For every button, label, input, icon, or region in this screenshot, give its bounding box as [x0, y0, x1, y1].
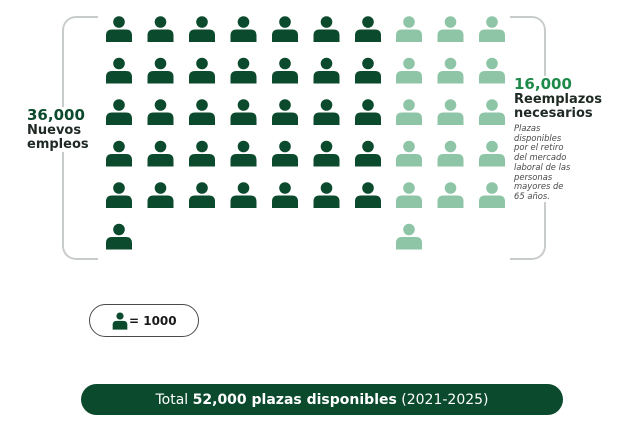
note-line: por el retiro [514, 142, 564, 153]
note-line: laboral de las [514, 161, 571, 172]
person-icon [437, 140, 464, 167]
person-icon [189, 182, 215, 208]
note-line: Plazas [514, 122, 541, 133]
person-icon [313, 99, 340, 125]
total-emphasis: 52,000 plazas disponibles [192, 391, 397, 408]
person-icon [396, 57, 422, 84]
person-icon [437, 99, 464, 125]
person-icon [396, 16, 422, 42]
person-icon [437, 57, 464, 84]
person-icon [355, 140, 381, 167]
person-icon [396, 140, 422, 167]
legend-text: = 1000 [129, 314, 177, 328]
person-icon [106, 140, 132, 167]
person-icon [355, 16, 381, 42]
person-icon [272, 99, 298, 125]
pictogram-chart [106, 16, 505, 250]
person-icon [189, 16, 215, 42]
person-icon [230, 16, 257, 42]
person-icon [479, 57, 505, 84]
replacements-note: Plazas disponibles por el retiro del mer… [514, 122, 580, 202]
person-icon [230, 57, 257, 84]
person-icon [147, 182, 174, 208]
person-icon [189, 57, 215, 84]
person-icon [106, 182, 132, 208]
note-line: disponibles [514, 132, 562, 143]
person-icon [147, 16, 174, 42]
person-icon [396, 99, 422, 125]
note-line: mayores de [514, 181, 564, 192]
person-icon [313, 57, 340, 84]
legend: = 1000 [89, 304, 199, 337]
person-icon [272, 57, 298, 84]
person-icon [230, 99, 257, 125]
new-jobs-line1: Nuevos [27, 122, 82, 138]
note-line: personas [514, 171, 553, 182]
replacements-line2: necesarios [514, 106, 593, 122]
total-banner: Total 52,000 plazas disponibles (2021-20… [81, 384, 563, 415]
new-jobs-label: 36,000 Nuevos empleos [27, 106, 93, 153]
person-icon [396, 223, 422, 250]
person-icon [355, 57, 381, 84]
person-icon [106, 223, 132, 250]
person-icon [112, 312, 128, 330]
person-icon [355, 182, 381, 208]
note-line: 65 años. [514, 191, 550, 202]
person-icon [313, 16, 340, 42]
person-icon [479, 140, 505, 167]
person-icon [479, 99, 505, 125]
person-icon [106, 16, 132, 42]
total-period: (2021-2025) [401, 391, 489, 408]
person-icon [313, 182, 340, 208]
person-icon [355, 99, 381, 125]
person-icon [230, 140, 257, 167]
person-icon [106, 99, 132, 125]
person-icon [230, 182, 257, 208]
person-icon [272, 140, 298, 167]
total-prefix: Total [155, 391, 189, 408]
person-icon [147, 140, 174, 167]
person-icon [272, 16, 298, 42]
replacements-line1: Reemplazos [514, 91, 602, 107]
person-icon [437, 16, 464, 42]
new-jobs-line2: empleos [27, 136, 89, 152]
person-icon [189, 99, 215, 125]
person-icon [313, 140, 340, 167]
replacements-label: 16,000 Reemplazos necesarios Plazas disp… [514, 76, 622, 202]
legend-content: = 1000 [112, 312, 177, 330]
person-icon [479, 182, 505, 208]
note-line: del mercado [514, 152, 567, 163]
person-icon [147, 99, 174, 125]
person-icon [189, 140, 215, 167]
person-icon [437, 182, 464, 208]
new-jobs-number: 36,000 [27, 106, 85, 124]
person-icon [272, 182, 298, 208]
person-icon [147, 57, 174, 84]
person-icon [106, 57, 132, 84]
person-icon [396, 182, 422, 208]
person-icon [479, 16, 505, 42]
replacements-number: 16,000 [514, 75, 572, 93]
